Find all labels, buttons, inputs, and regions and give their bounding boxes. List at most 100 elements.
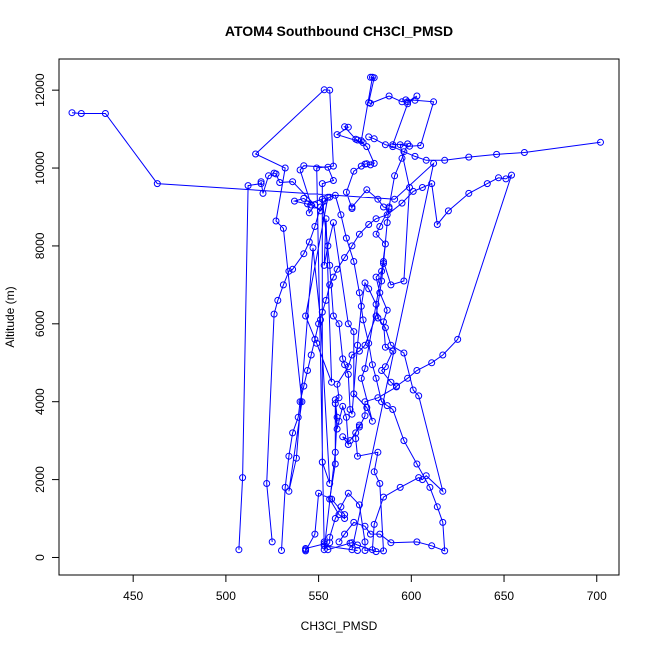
data-point	[344, 489, 352, 497]
data-point	[315, 320, 323, 328]
data-point	[439, 351, 447, 359]
data-point	[335, 320, 343, 328]
data-point	[313, 164, 321, 172]
data-point	[354, 136, 361, 144]
data-point	[302, 312, 310, 320]
data-point	[393, 382, 400, 390]
data-point	[268, 538, 276, 546]
data-point	[348, 242, 356, 250]
data-point	[339, 433, 347, 441]
data-point	[433, 503, 441, 511]
data-point	[372, 374, 380, 382]
data-point	[370, 159, 378, 167]
data-point	[294, 413, 302, 421]
data-point	[430, 98, 438, 106]
data-point	[415, 474, 423, 482]
data-point	[259, 189, 267, 197]
data-point	[378, 367, 386, 374]
data-point	[417, 142, 425, 149]
data-point	[380, 547, 387, 555]
data-point	[378, 398, 386, 406]
data-point	[361, 365, 369, 373]
data-point	[235, 546, 243, 554]
data-point	[342, 234, 350, 242]
data-point	[383, 219, 391, 227]
data-point	[409, 386, 417, 394]
data-point	[153, 180, 161, 188]
data-point	[350, 390, 358, 398]
data-point	[296, 398, 304, 406]
data-point	[439, 487, 447, 495]
data-point	[333, 413, 341, 421]
data-point	[324, 242, 332, 250]
data-point	[305, 209, 313, 217]
data-point	[244, 182, 252, 190]
data-point	[376, 289, 384, 297]
data-point	[355, 423, 363, 431]
data-point	[285, 452, 293, 460]
data-point	[252, 150, 260, 158]
data-point	[378, 267, 386, 275]
x-tick-label: 650	[494, 589, 514, 603]
data-point	[318, 195, 326, 203]
data-point	[239, 474, 247, 482]
data-point	[352, 429, 360, 437]
data-point	[372, 312, 380, 320]
data-point	[428, 542, 436, 550]
data-point	[304, 200, 311, 208]
data-point	[291, 197, 298, 205]
data-point	[426, 483, 434, 491]
data-point	[355, 501, 363, 509]
data-point	[368, 546, 376, 554]
data-point	[368, 417, 376, 425]
data-point	[385, 203, 393, 211]
chart-title: ATOM4 Southbound CH3Cl_PMSD	[225, 23, 453, 39]
y-tick-label: 4000	[33, 388, 47, 415]
data-point	[326, 480, 334, 487]
data-point	[257, 180, 265, 188]
data-point	[363, 186, 371, 194]
data-point	[368, 361, 376, 369]
data-point	[285, 267, 293, 275]
data-point	[341, 530, 349, 538]
data-point	[381, 324, 389, 332]
data-point	[520, 149, 528, 156]
data-point	[508, 171, 515, 179]
data-point	[418, 184, 426, 191]
data-point	[597, 138, 604, 146]
data-point	[331, 396, 339, 404]
data-point	[302, 545, 310, 552]
data-point	[296, 166, 304, 174]
data-point	[465, 189, 473, 197]
series-line	[266, 194, 446, 552]
data-point	[361, 341, 369, 349]
data-point	[307, 351, 315, 359]
data-point	[274, 296, 282, 304]
data-point	[361, 522, 369, 530]
data-point	[333, 131, 341, 139]
data-point	[383, 211, 391, 219]
data-point	[380, 260, 387, 267]
data-point	[422, 156, 430, 164]
x-tick-label: 700	[587, 589, 607, 603]
data-point	[278, 547, 285, 554]
data-point	[344, 441, 352, 448]
data-point	[374, 195, 382, 203]
data-point	[318, 180, 326, 188]
data-point	[279, 224, 287, 232]
data-point	[381, 363, 389, 371]
data-point	[281, 483, 289, 491]
data-point	[348, 203, 356, 211]
data-point	[350, 258, 358, 265]
data-point	[68, 109, 76, 117]
data-point	[372, 548, 380, 556]
data-point	[341, 511, 349, 519]
data-point	[441, 156, 449, 164]
data-point	[341, 515, 349, 522]
data-point	[400, 148, 408, 156]
data-point	[320, 546, 328, 554]
y-tick-label: 10000	[33, 151, 47, 185]
data-point	[307, 201, 315, 209]
data-point	[311, 530, 319, 538]
data-point	[318, 458, 326, 466]
